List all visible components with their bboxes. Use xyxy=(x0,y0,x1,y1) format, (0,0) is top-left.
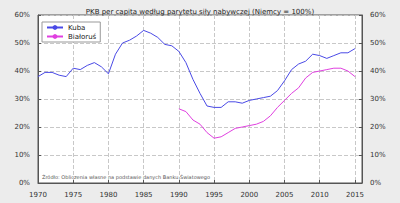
svg-text:1975: 1975 xyxy=(64,191,82,199)
svg-text:2000: 2000 xyxy=(240,191,258,199)
svg-text:20%: 20% xyxy=(14,123,30,131)
svg-text:30%: 30% xyxy=(370,95,386,103)
svg-text:Źródło: Obliczenia własne na p: Źródło: Obliczenia własne na podstawie d… xyxy=(42,174,210,181)
svg-text:1980: 1980 xyxy=(100,191,118,199)
svg-text:40%: 40% xyxy=(370,67,386,75)
svg-text:50%: 50% xyxy=(370,39,386,47)
svg-text:Białoruś: Białoruś xyxy=(68,33,97,41)
svg-text:1970: 1970 xyxy=(29,191,47,199)
svg-text:10%: 10% xyxy=(370,151,386,159)
svg-text:0%: 0% xyxy=(370,179,381,187)
svg-text:20%: 20% xyxy=(370,123,386,131)
svg-text:10%: 10% xyxy=(14,151,30,159)
svg-text:60%: 60% xyxy=(370,11,386,19)
svg-text:2010: 2010 xyxy=(311,191,329,199)
svg-text:2005: 2005 xyxy=(276,191,294,199)
svg-text:PKB per capita według parytetu: PKB per capita według parytetu siły naby… xyxy=(86,8,315,16)
svg-text:2015: 2015 xyxy=(346,191,364,199)
svg-text:60%: 60% xyxy=(14,11,30,19)
svg-text:Kuba: Kuba xyxy=(68,24,85,32)
svg-text:1985: 1985 xyxy=(135,191,153,199)
svg-text:1990: 1990 xyxy=(170,191,188,199)
svg-text:40%: 40% xyxy=(14,67,30,75)
svg-text:50%: 50% xyxy=(14,39,30,47)
svg-text:30%: 30% xyxy=(14,95,30,103)
svg-text:0%: 0% xyxy=(19,179,30,187)
svg-text:1995: 1995 xyxy=(205,191,223,199)
